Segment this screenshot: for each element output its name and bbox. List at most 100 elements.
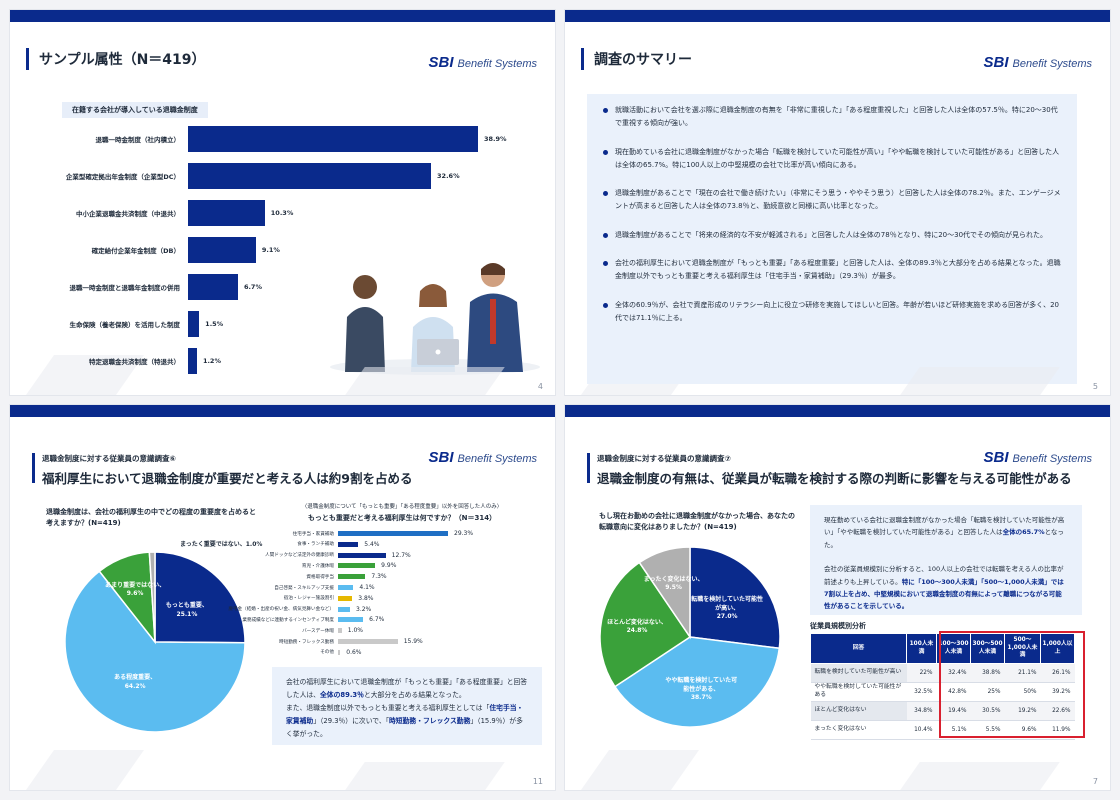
bar-value-label: 5.4% <box>364 540 380 548</box>
summary-text: 現在勤めている会社に退職金制度がなかった場合「転職を検討していた可能性が高い」「… <box>615 147 1060 169</box>
bar-row: 退職一時金制度と退職年金制度の併用 6.7% <box>40 274 262 300</box>
finding-note: 会社の福利厚生において退職金制度が「もっとも重要」「ある程度重要」と回答した人は… <box>272 667 542 745</box>
table-cell: 5.1% <box>936 720 971 740</box>
brand-logo: SBI Benefit Systems <box>429 54 538 71</box>
pie-label-name: まったく変化はない、 <box>643 575 704 583</box>
table-header: 500～1,000人未満 <box>1004 633 1041 664</box>
pie-slice <box>638 546 691 640</box>
pie-chart-importance <box>64 551 246 733</box>
table-header: 300～500人未満 <box>970 633 1005 664</box>
bar-row: 食事・ランチ補助 5.4% <box>220 540 380 549</box>
table-cell: 50% <box>1004 682 1041 702</box>
bar-chart-title: もっとも重要だと考える福利厚生は何ですか？（N＝314） <box>307 514 497 522</box>
bar <box>338 595 353 601</box>
finding-note: 現在勤めている会社に退職金制度がなかった場合「転職を検討していた可能性が高い」「… <box>810 505 1082 615</box>
bar-value-label: 3.8% <box>358 594 374 602</box>
summary-box: 就職活動において会社を選ぶ際に退職金制度の有無を「非常に重視した」「ある程度重視… <box>587 94 1077 384</box>
slide-survey-7: 退職金制度に対する従業員の意識調査⑦ 退職金制度の有無は、従業員が転職を検討する… <box>565 405 1110 790</box>
table-row: やや転職を検討していた可能性がある 32.5% 42.8% 25% 50% 39.2% <box>810 682 1075 702</box>
pie-label-value: 9.6% <box>126 590 144 598</box>
page-number: 5 <box>1092 382 1098 391</box>
note-highlight: 特に「100～300人未満」「500～1,000人未満」では7割以上を占め、中堅… <box>824 577 1064 611</box>
bar-value-label: 38.9% <box>484 135 507 143</box>
brand-name: Benefit Systems <box>457 453 537 465</box>
bar-row: バースデー休暇 1.0% <box>220 626 363 635</box>
brand-sbi: SBI <box>428 54 454 71</box>
bar <box>188 348 197 374</box>
bar <box>338 639 398 644</box>
pie-label-value: 27.0% <box>716 613 738 621</box>
title-accent-line <box>581 48 584 70</box>
bar-row: 慶弔金（結婚・出産の祝い金、病気見舞い金など） 3.2% <box>220 605 371 614</box>
note-highlight: 全体の89.3％ <box>319 690 364 699</box>
pie-label: やや転職を検討していた可能性がある、 38.7% <box>665 677 737 702</box>
bar-row: 業務成績などに連動するインセンティブ制度 6.7% <box>220 615 384 624</box>
table-cell: 9.6% <box>1004 720 1041 740</box>
table-header: 100人未満 <box>906 633 937 664</box>
slide-title-bar: サンプル属性（N＝419） <box>26 48 206 70</box>
bar-label: バースデー休暇 <box>302 628 334 634</box>
bar-value-label: 4.1% <box>359 584 375 591</box>
chart-caption-chip: 在籍する会社が導入している退職金制度 <box>62 102 208 118</box>
note-text: 」（15.9％）が多く挙がった。 <box>286 716 523 738</box>
bar-value-label: 32.6% <box>437 172 460 180</box>
table-cell: 32.4% <box>936 663 971 683</box>
table-header: 1,000人以上 <box>1040 633 1075 664</box>
pie-label: まったく重要ではない、1.0% <box>180 541 263 548</box>
table-cell: 11.9% <box>1040 720 1075 740</box>
pie-label: ある程度重要、 64.2% <box>95 674 175 691</box>
slide-subhead: 退職金制度に対する従業員の意識調査⑥ <box>42 454 176 463</box>
table-cell: 32.5% <box>906 682 937 702</box>
bullet-icon <box>603 108 608 113</box>
summary-item: 就職活動において会社を選ぶ際に退職金制度の有無を「非常に重視した」「ある程度重視… <box>603 104 1061 131</box>
pie-label: 転職を検討していた可能性が高い、 27.0% <box>691 596 763 621</box>
pie-slice <box>154 551 246 644</box>
page-number: 4 <box>537 382 543 391</box>
bar-label: 生命保険（養老保険）を活用した制度 <box>69 321 181 329</box>
pie-question: 退職金制度は、会社の福利厚生の中でどの程度の重要度を占めると考えますか？(N=4… <box>46 508 256 528</box>
note-text: 」（29.3％）に次いで、「 <box>313 716 390 725</box>
bar-row: 特定退職金共済制度（特退共） 1.2% <box>40 348 221 374</box>
pie-label: もっとも重要、 25.1% <box>147 602 227 619</box>
page-number: 11 <box>532 777 543 786</box>
brand-sbi: SBI <box>983 54 1009 71</box>
bar <box>338 617 364 623</box>
title-accent-line <box>587 453 590 483</box>
pie-label: まったく変化はない、 9.5% <box>638 576 710 593</box>
bullet-icon <box>603 191 608 197</box>
note-highlight: 住宅手当・家賃補助 <box>286 703 524 725</box>
bar <box>338 563 376 569</box>
bar-row: 企業型確定拠出年金制度（企業型DC） 32.6% <box>40 163 460 189</box>
bar-value-label: 0.6% <box>346 648 362 656</box>
pie-label-name: もっとも重要、 <box>165 602 208 610</box>
table-cell: 22.6% <box>1040 701 1075 721</box>
bar <box>188 200 265 226</box>
bar-row: 自己啓発・スキルアップ支援 4.1% <box>220 583 375 592</box>
bar-label: 退職一時金制度と退職年金制度の併用 <box>69 284 181 292</box>
bar-value-label: 12.7% <box>391 551 411 559</box>
bar <box>188 163 432 189</box>
bar-label: 慶弔金（結婚・出産の祝い金、病気見舞い金など） <box>228 607 334 613</box>
table-cell: 42.8% <box>936 682 971 702</box>
bar <box>338 574 366 580</box>
summary-item: 会社の福利厚生において退職金制度が「もっとも重要」「ある程度重要」と回答した人は… <box>603 257 1061 284</box>
table-header-row: 回答 100人未満 100～300人未満 300～500人未満 500～1,00… <box>810 633 1075 664</box>
bar-label: 特定退職金共済制度（特退共） <box>89 358 180 366</box>
bar-value-label: 9.9% <box>381 562 397 570</box>
bar <box>338 541 359 547</box>
bar-row: 時短勤務・フレックス勤務 15.9% <box>220 637 423 646</box>
bar <box>338 585 354 590</box>
table-cell: 30.5% <box>970 701 1005 721</box>
pie-question: もし現在お勤めの会社に退職金制度がなかった場合、あなたの転職意向に変化はありまし… <box>599 512 795 532</box>
bar-row: その他 0.6% <box>220 648 362 657</box>
note-text: 会社の従業員規模別に分析すると、100人以上の会社では転職を考える人の比率が前述… <box>824 565 1064 586</box>
pie-slice <box>64 570 246 733</box>
table-cell: 34.8% <box>906 701 937 721</box>
brand-name: Benefit Systems <box>1012 58 1092 70</box>
note-text: また、退職金制度以外でもっとも重要と考える福利厚生としては「 <box>286 703 490 712</box>
bar <box>338 606 350 612</box>
table-row-label: ほとんど変化はない <box>810 701 907 721</box>
summary-item: 現在勤めている会社に退職金制度がなかった場合「転職を検討していた可能性が高い」「… <box>603 146 1061 173</box>
bar <box>338 649 341 655</box>
slide-title: 福利厚生において退職金制度が重要だと考える人は約9割を占める <box>42 471 413 486</box>
